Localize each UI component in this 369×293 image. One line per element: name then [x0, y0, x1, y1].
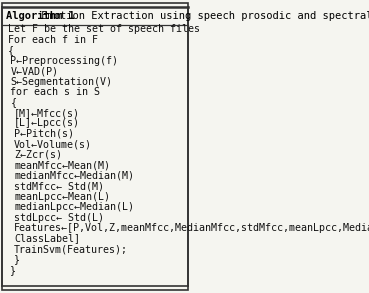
- Text: {: {: [10, 98, 17, 108]
- Text: medianMfcc←Median(M): medianMfcc←Median(M): [14, 171, 134, 181]
- Text: Z←Zcr(s): Z←Zcr(s): [14, 150, 62, 160]
- Text: TrainSvm(Features);: TrainSvm(Features);: [14, 244, 128, 254]
- Text: [M]←Mfcc(s): [M]←Mfcc(s): [14, 108, 80, 118]
- Text: }: }: [10, 265, 17, 275]
- Text: For each f in F: For each f in F: [8, 35, 97, 45]
- Text: Vol←Volume(s): Vol←Volume(s): [14, 139, 92, 149]
- Text: Algorithm 1: Algorithm 1: [6, 11, 75, 21]
- Text: Features←[P,Vol,Z,meanMfcc,MedianMfcc,stdMfcc,meanLpcc,MedianLpcc,stdLpcc,: Features←[P,Vol,Z,meanMfcc,MedianMfcc,st…: [14, 223, 369, 233]
- Text: P←Preprocessing(f): P←Preprocessing(f): [10, 56, 118, 66]
- Text: }: }: [14, 255, 20, 265]
- Text: stdMfcc← Std(M): stdMfcc← Std(M): [14, 181, 104, 191]
- Text: {: {: [8, 45, 14, 55]
- Text: Emotion Extraction using speech prosodic and spectral Features: Emotion Extraction using speech prosodic…: [35, 11, 369, 21]
- Text: V←VAD(P): V←VAD(P): [10, 66, 58, 76]
- Text: S←Segmentation(V): S←Segmentation(V): [10, 77, 113, 87]
- Text: medianLpcc←Median(L): medianLpcc←Median(L): [14, 202, 134, 212]
- Text: meanMfcc←Mean(M): meanMfcc←Mean(M): [14, 160, 110, 170]
- FancyBboxPatch shape: [2, 3, 187, 290]
- Text: Let F be the set of speech files: Let F be the set of speech files: [8, 24, 200, 34]
- Text: for each s in S: for each s in S: [10, 87, 100, 97]
- Text: stdLpcc← Std(L): stdLpcc← Std(L): [14, 213, 104, 223]
- Text: meanLpcc←Mean(L): meanLpcc←Mean(L): [14, 192, 110, 202]
- Text: ClassLabel]: ClassLabel]: [14, 234, 80, 243]
- Text: [L]←Lpcc(s): [L]←Lpcc(s): [14, 118, 80, 128]
- Text: P←Pitch(s): P←Pitch(s): [14, 129, 74, 139]
